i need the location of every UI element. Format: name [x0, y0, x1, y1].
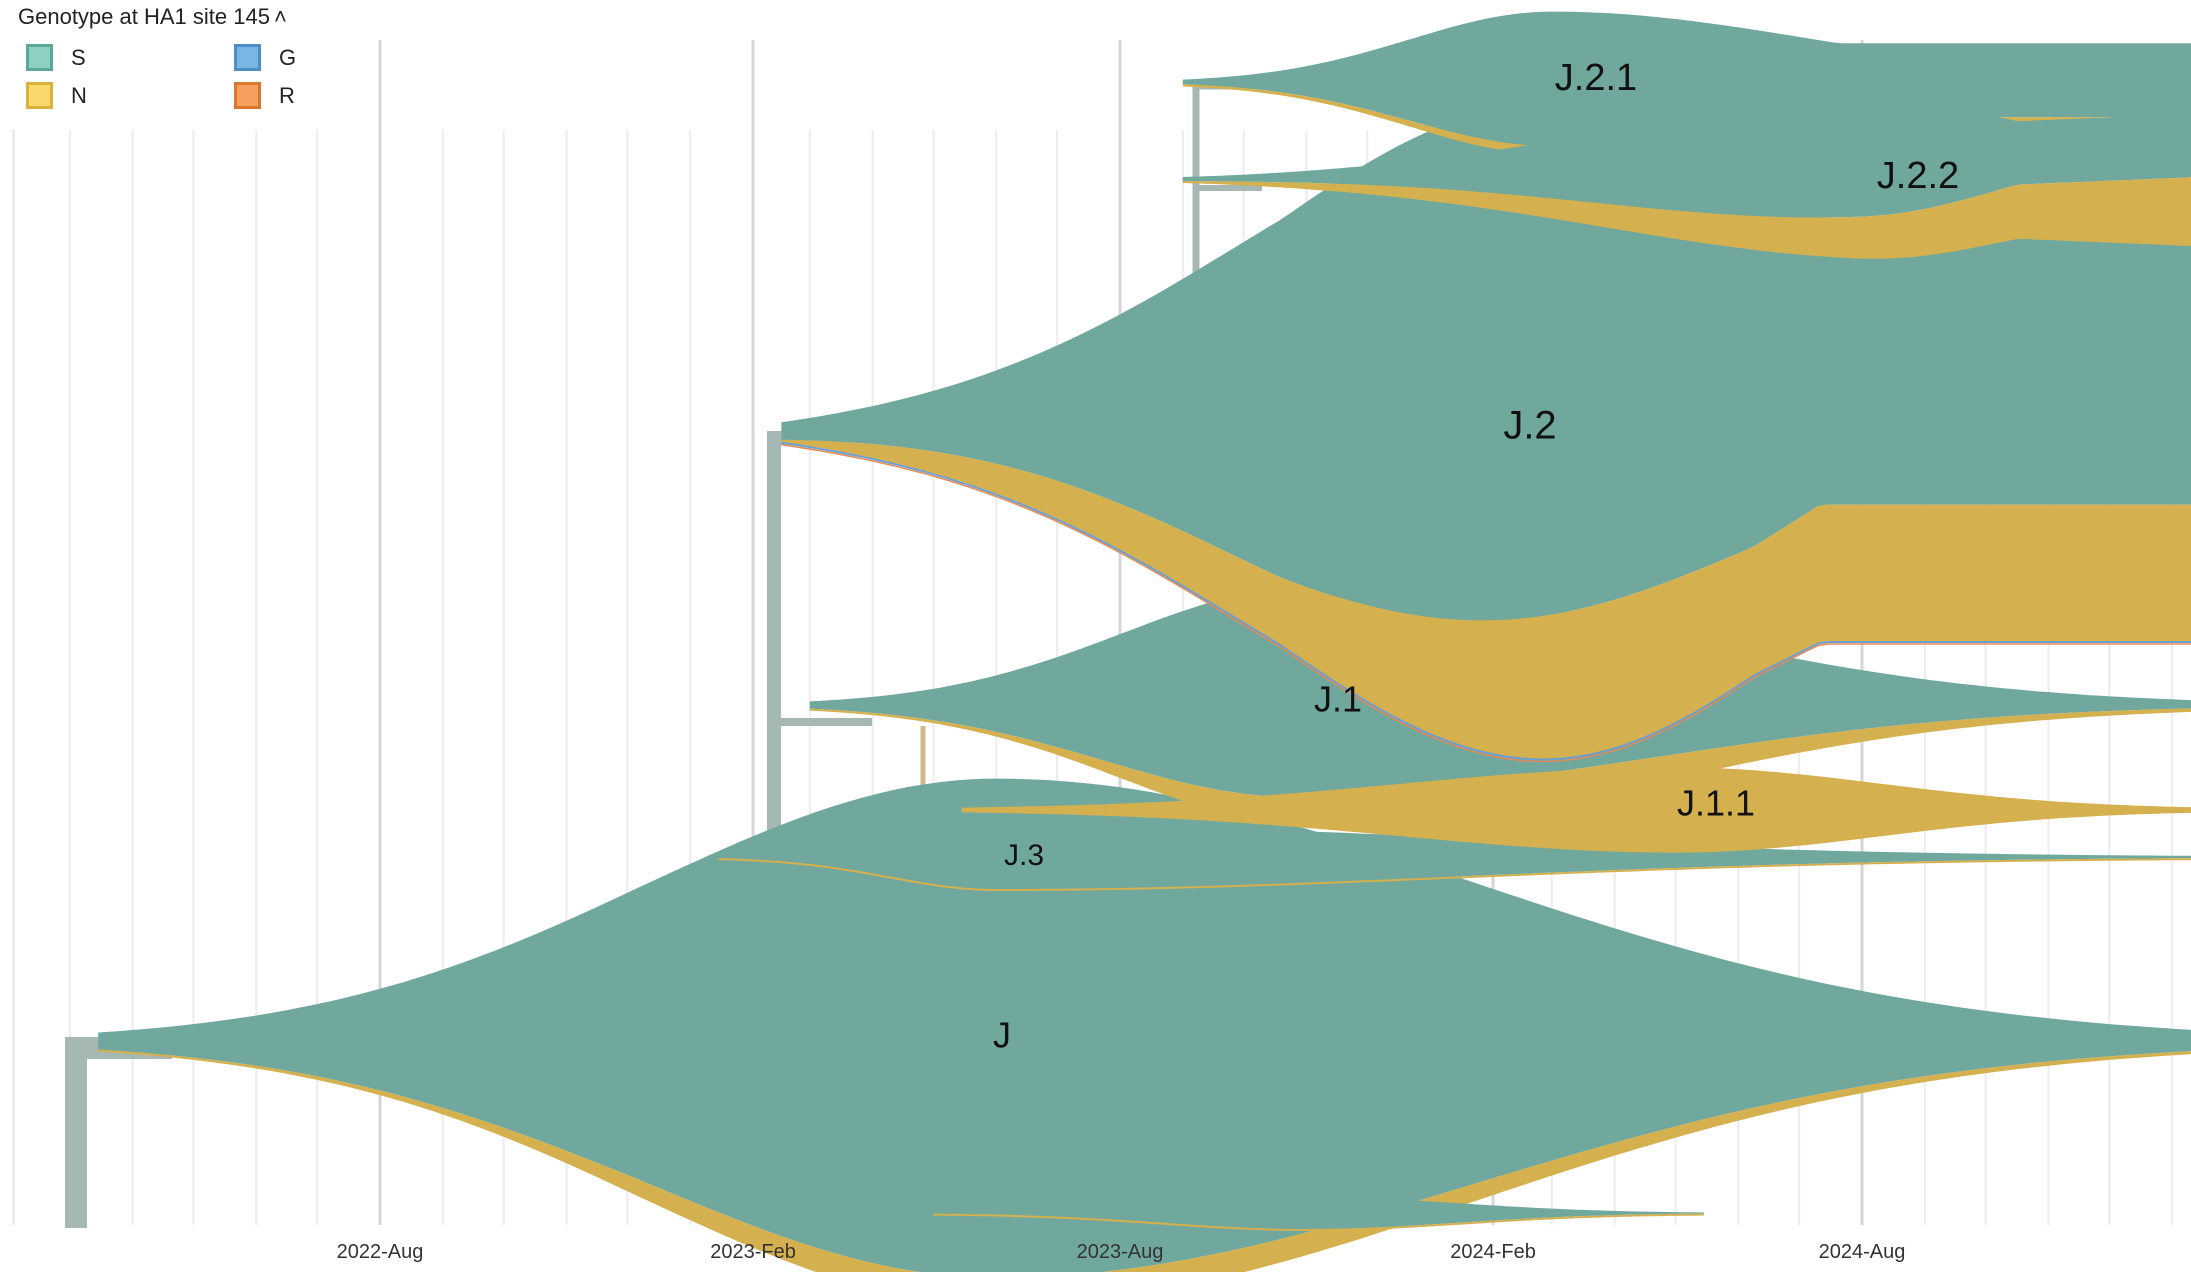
clade-labels: J J.3 J.1 J.1.1 J.2 J.2.1 J.2.2 — [993, 57, 1959, 1055]
clade-label-J.1.1: J.1.1 — [1677, 783, 1755, 824]
x-tick-label: 2024-Feb — [1450, 1241, 1536, 1263]
legend-item-g[interactable]: G — [234, 44, 296, 71]
x-tick-label: 2022-Aug — [337, 1241, 424, 1263]
stream-S-J.3 — [718, 825, 2191, 889]
clade-stream-J — [98, 778, 2191, 1272]
stream-R-J.2 — [781, 443, 2191, 763]
legend-title: Genotype at HA1 site 145 — [18, 4, 270, 29]
stream-N-J.2.2 — [1182, 177, 2191, 259]
clade-stream-J.1.1 — [961, 767, 2191, 853]
legend-swatch-n — [26, 82, 53, 109]
legend-swatch-r — [234, 82, 261, 109]
x-axis: 2022-Aug 2023-Feb 2023-Aug 2024-Feb 2024-Aug — [337, 1241, 1906, 1263]
stream-N-J.1 — [809, 708, 2191, 827]
legend-label-n: N — [71, 82, 87, 108]
x-tick-label: 2023-Feb — [710, 1241, 796, 1263]
legend-label-g: G — [279, 44, 297, 70]
x-tick-label: 2024-Aug — [1819, 1241, 1906, 1263]
clade-label-J.1: J.1 — [1314, 679, 1362, 720]
legend-swatch-g — [234, 44, 261, 71]
clade-stream-J.2.2 — [1182, 101, 2191, 259]
legend-item-s[interactable]: S — [26, 44, 86, 71]
legend-label-s: S — [71, 44, 86, 70]
legend-item-r[interactable]: R — [234, 82, 295, 109]
clade-label-J.3: J.3 — [1004, 839, 1044, 872]
x-tick-label: 2023-Aug — [1077, 1241, 1164, 1263]
clade-label-J.2.1: J.2.1 — [1555, 57, 1637, 99]
legend-label-r: R — [279, 82, 295, 108]
clade-label-J.2: J.2 — [1503, 404, 1556, 448]
legend-swatch-s — [26, 44, 53, 71]
stream-S-J — [98, 778, 2191, 1272]
branch-root-J — [65, 1037, 172, 1228]
stream-S-J.2.2 — [1182, 101, 2191, 218]
legend-items: S G N R — [26, 44, 426, 124]
clade-label-J.2.2: J.2.2 — [1877, 155, 1959, 197]
clade-streams — [98, 11, 2191, 1272]
chevron-up-icon[interactable]: ˄ — [273, 4, 287, 29]
legend-header[interactable]: Genotype at HA1 site 145 ˄ — [18, 4, 438, 30]
clade-stream-J-side — [933, 1197, 1704, 1231]
stream-N-J.2 — [781, 439, 2191, 759]
clade-label-J: J — [993, 1015, 1011, 1056]
clade-stream-J.3 — [718, 825, 2191, 891]
stream-N-J.3 — [718, 858, 2191, 891]
stream-S-J-side — [933, 1197, 1704, 1229]
legend: Genotype at HA1 site 145 ˄ S G N R — [18, 4, 438, 109]
stream-N-J-side — [933, 1213, 1704, 1231]
stream-N-J.1.1 — [961, 767, 2191, 853]
stream-N-J — [98, 1049, 2191, 1272]
legend-item-n[interactable]: N — [26, 82, 87, 109]
stream-G-J.2 — [781, 441, 2191, 761]
